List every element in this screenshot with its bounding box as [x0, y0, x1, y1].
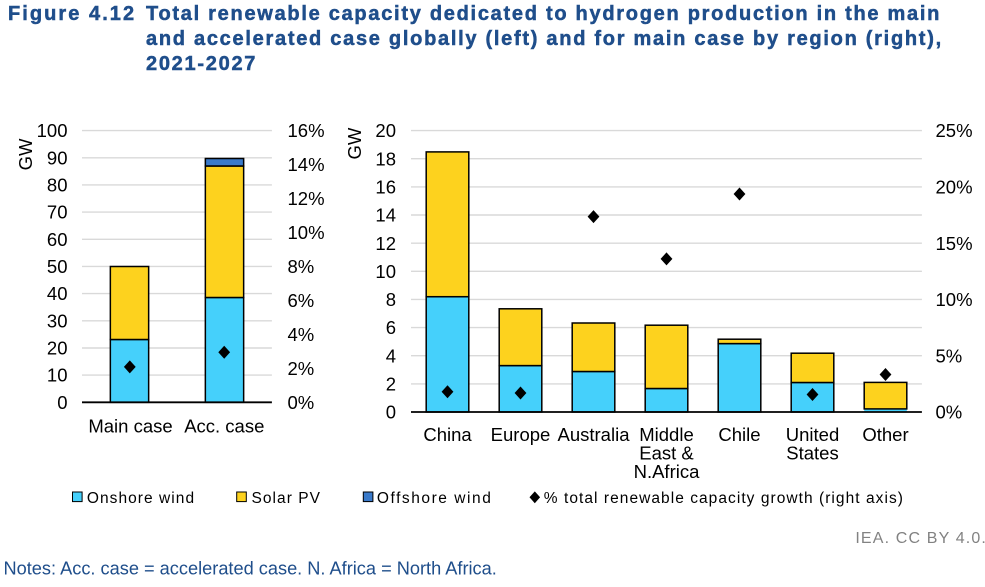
svg-text:8%: 8% [288, 256, 315, 277]
svg-text:50: 50 [47, 256, 68, 277]
svg-text:Figure 4.12: Figure 4.12 [8, 3, 136, 25]
svg-text:8: 8 [386, 289, 396, 310]
svg-text:Notes: Acc. case = accelerated: Notes: Acc. case = accelerated case. N. … [4, 558, 497, 578]
svg-text:12%: 12% [288, 188, 325, 209]
svg-text:0%: 0% [288, 392, 315, 413]
svg-text:10%: 10% [936, 289, 973, 310]
svg-text:East &: East & [639, 443, 694, 464]
svg-text:IEA. CC BY 4.0.: IEA. CC BY 4.0. [855, 530, 985, 547]
svg-text:Other: Other [862, 424, 908, 445]
svg-text:4%: 4% [288, 324, 315, 345]
svg-text:States: States [786, 443, 838, 464]
svg-text:2: 2 [386, 374, 396, 395]
svg-text:4: 4 [386, 345, 396, 366]
svg-text:20%: 20% [936, 177, 973, 198]
svg-text:14%: 14% [288, 154, 325, 175]
svg-text:Europe: Europe [491, 424, 551, 445]
svg-text:and accelerated case globally: and accelerated case globally (left) and… [146, 28, 943, 50]
svg-text:GW: GW [344, 127, 365, 159]
svg-text:GW: GW [15, 138, 36, 170]
svg-text:30: 30 [47, 310, 68, 331]
svg-text:15%: 15% [936, 233, 973, 254]
svg-text:40: 40 [47, 283, 68, 304]
svg-text:0%: 0% [936, 402, 963, 423]
svg-text:China: China [423, 424, 472, 445]
svg-text:N.Africa: N.Africa [634, 461, 701, 482]
svg-text:Solar PV: Solar PV [252, 490, 322, 507]
svg-text:2%: 2% [288, 358, 315, 379]
svg-text:Total renewable capacity dedic: Total renewable capacity dedicated to hy… [146, 3, 941, 25]
svg-text:20: 20 [375, 120, 396, 141]
svg-text:80: 80 [47, 175, 68, 196]
svg-text:Acc. case: Acc. case [184, 415, 264, 436]
svg-text:10%: 10% [288, 222, 325, 243]
svg-text:60: 60 [47, 229, 68, 250]
svg-text:Australia: Australia [558, 424, 631, 445]
svg-text:6%: 6% [288, 290, 315, 311]
svg-text:Onshore wind: Onshore wind [87, 490, 195, 507]
svg-text:90: 90 [47, 147, 68, 168]
svg-text:25%: 25% [936, 120, 973, 141]
svg-text:United: United [786, 424, 839, 445]
svg-text:10: 10 [375, 261, 396, 282]
svg-text:Offshore wind: Offshore wind [377, 490, 493, 507]
svg-text:5%: 5% [936, 345, 963, 366]
svg-text:10: 10 [47, 365, 68, 386]
svg-text:14: 14 [375, 205, 396, 226]
svg-text:12: 12 [375, 233, 396, 254]
svg-text:Main case: Main case [88, 415, 172, 436]
svg-text:0: 0 [57, 392, 67, 413]
svg-text:20: 20 [47, 338, 68, 359]
svg-text:70: 70 [47, 202, 68, 223]
svg-text:2021-2027: 2021-2027 [146, 53, 257, 75]
svg-text:16: 16 [375, 177, 396, 198]
svg-text:6: 6 [386, 317, 396, 338]
svg-text:0: 0 [386, 402, 396, 423]
svg-text:Chile: Chile [718, 424, 760, 445]
svg-text:Middle: Middle [639, 424, 694, 445]
svg-text:16%: 16% [288, 120, 325, 141]
svg-text:18: 18 [375, 148, 396, 169]
svg-text:100: 100 [37, 120, 68, 141]
svg-text:% total renewable capacity gro: % total renewable capacity growth (right… [544, 490, 904, 507]
